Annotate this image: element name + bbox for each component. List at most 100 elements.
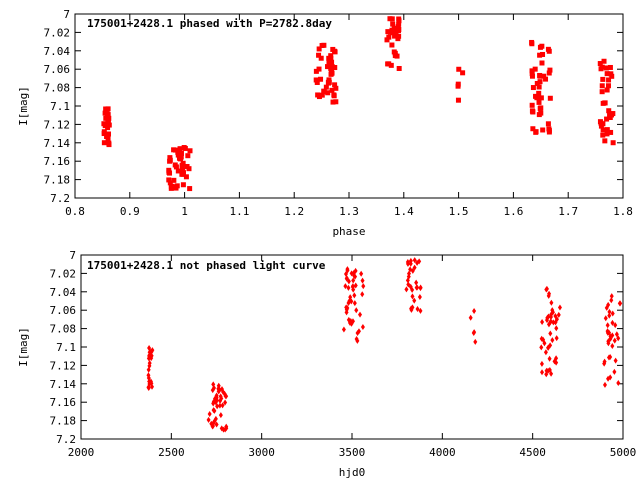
data-point [328,53,334,59]
data-point [609,293,614,300]
data-point [168,183,174,189]
data-point [147,352,152,359]
data-point [344,275,349,282]
data-point [101,140,107,146]
data-point [391,25,397,31]
y-tick-label: 7 [69,249,76,262]
data-point [103,115,109,121]
data-point [319,92,325,98]
x-tick-label: 1.7 [558,205,578,218]
data-point [610,342,615,349]
data-point [597,119,603,125]
data-point [352,300,357,307]
x-tick-label: 1.3 [339,205,359,218]
data-point [604,127,610,133]
y-tick-label: 7.06 [50,304,77,317]
data-point [220,402,225,409]
data-point [173,185,179,191]
data-point [175,168,181,174]
data-point [213,399,218,406]
data-point [211,399,216,406]
data-point [529,68,535,74]
data-point [556,311,561,318]
data-point [545,314,550,321]
data-point [539,360,544,367]
data-point [608,374,613,381]
data-point [355,337,360,344]
data-point [186,166,192,172]
data-point [405,277,410,284]
data-point [529,71,535,77]
data-point [418,307,423,314]
data-point [605,322,610,329]
data-point [104,133,110,139]
y-tick-label: 7.1 [50,100,70,113]
data-point [607,64,613,70]
data-point [344,306,349,313]
data-point [604,116,610,122]
data-point [166,177,172,183]
data-point [105,125,111,131]
data-point [106,140,112,146]
data-point [616,380,621,387]
data-point [351,277,356,284]
y-tick-label: 7.02 [50,267,77,280]
data-point [418,284,423,291]
data-point [607,308,612,315]
data-point [187,148,193,154]
data-point [599,89,605,95]
data-point [360,291,365,298]
data-point [172,162,178,168]
data-point [541,73,547,79]
data-point [316,46,322,52]
data-point [167,158,173,164]
data-point [218,412,223,419]
data-point [385,61,391,67]
y-tick-label: 7.2 [50,192,70,205]
data-point [412,257,417,264]
data-point [341,326,346,333]
data-point [598,66,604,72]
data-point [331,93,337,99]
data-point [533,93,539,99]
data-point [536,99,542,105]
data-point [540,318,545,325]
data-point [345,266,350,273]
data-point [389,42,395,48]
data-point [332,65,338,71]
data-point [323,84,329,90]
data-point [175,152,181,158]
data-point [609,112,615,118]
data-point [406,270,411,277]
data-point [171,177,177,183]
data-point [410,304,415,311]
data-point [455,97,461,103]
data-point [547,95,553,101]
x-tick-label: 3000 [248,446,275,459]
x-tick-label: 1.4 [394,205,414,218]
data-point [318,55,324,61]
data-point [351,269,356,276]
y-tick-label: 7.06 [44,63,71,76]
x-tick-label: 1.1 [229,205,249,218]
y-tick-label: 7.18 [50,415,77,428]
data-point [105,118,111,124]
x-tick-label: 1.6 [503,205,523,218]
phased-light-curve-panel: 0.8 0.9 1 1.1 1.2 1.3 1.4 1.5 1.6 1.7 1.8 7 7.02 7.04… [17,8,633,238]
data-point [613,322,618,329]
data-point [545,121,551,127]
data-point [182,145,188,151]
data-point [602,381,607,388]
data-point [460,70,466,76]
x-tick-label: 1.5 [449,205,469,218]
data-point [610,310,615,317]
y-tick-label: 7.02 [44,26,71,39]
x-tick-label: 4500 [519,446,546,459]
data-point [103,106,109,112]
data-point [393,29,399,35]
y-tick-label: 7 [63,8,70,21]
x-tick-label: 4000 [429,446,456,459]
data-point [175,149,181,155]
data-point [608,333,613,340]
data-point [149,352,154,359]
